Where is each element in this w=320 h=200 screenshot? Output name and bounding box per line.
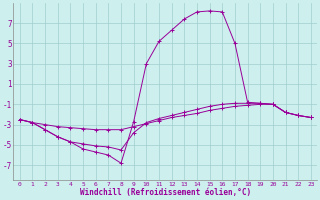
X-axis label: Windchill (Refroidissement éolien,°C): Windchill (Refroidissement éolien,°C) [80,188,251,197]
